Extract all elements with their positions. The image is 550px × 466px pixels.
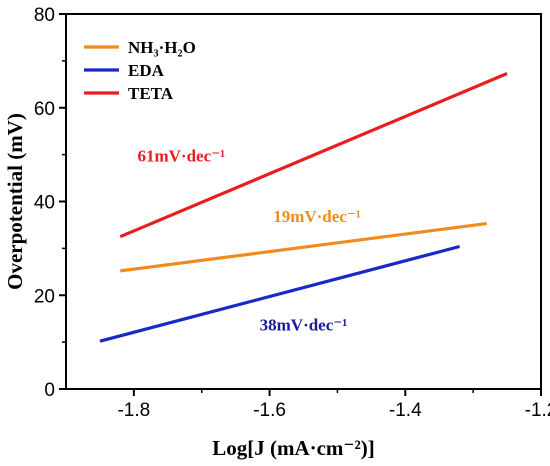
y-tick-label: 80 bbox=[34, 5, 55, 26]
slope-annotation-0: 19mV·dec⁻¹ bbox=[273, 207, 361, 226]
y-tick-label: 0 bbox=[44, 380, 55, 401]
series-line-0 bbox=[120, 221, 487, 273]
series-line-2 bbox=[119, 72, 508, 239]
x-tick-label: -1.4 bbox=[389, 400, 422, 421]
x-tick-label: -1.2 bbox=[525, 400, 550, 421]
y-tick-label: 40 bbox=[34, 193, 55, 214]
x-axis-title: Log[J (mA·cm⁻²)] bbox=[212, 436, 375, 460]
plot-root: -1.8 -1.6 -1.4 -1.2 0 20 40 60 80 Log[J (mA·cm⁻²)… bbox=[3, 5, 550, 460]
x-tick-label: -1.8 bbox=[117, 400, 150, 421]
y-tick-label: 20 bbox=[34, 286, 55, 307]
slope-annotation-1: 38mV·dec⁻¹ bbox=[260, 315, 348, 334]
y-axis-title: Overpotential (mV) bbox=[3, 113, 27, 290]
series-line-1 bbox=[99, 244, 460, 343]
legend-label-2: TETA bbox=[128, 84, 174, 103]
y-tick-label: 60 bbox=[34, 99, 55, 120]
x-tick-label: -1.6 bbox=[253, 400, 286, 421]
legend-label-0: NH₃·H₂O bbox=[128, 38, 196, 57]
legend-label-1: EDA bbox=[128, 61, 165, 80]
slope-annotation-2: 61mV·dec⁻¹ bbox=[137, 147, 225, 166]
